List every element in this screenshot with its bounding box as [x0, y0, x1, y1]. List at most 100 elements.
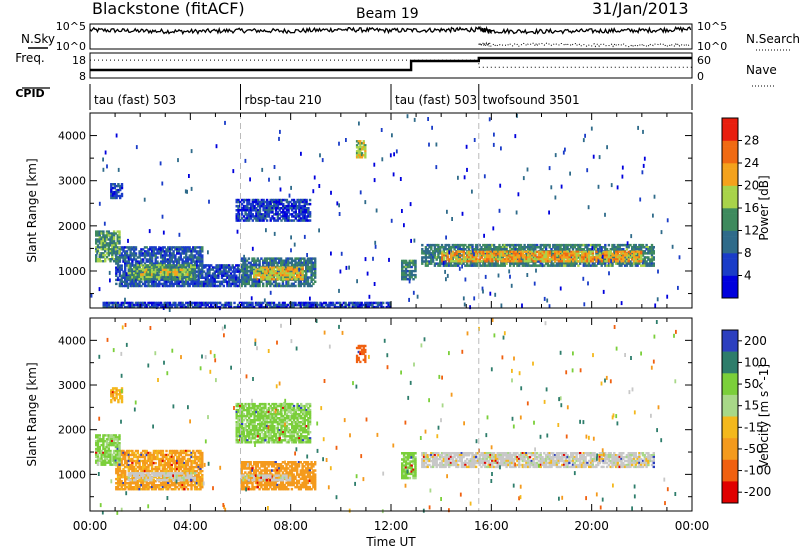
heat-cell [262, 202, 265, 206]
heat-cell [247, 280, 251, 283]
heat-cell [116, 480, 120, 483]
heat-cell [288, 301, 292, 305]
heat-cell [265, 202, 269, 206]
heat-cell [600, 260, 603, 263]
heat-cell [611, 264, 614, 267]
heat-cell [236, 264, 240, 267]
heat-cell [193, 246, 197, 249]
heat-cell [193, 264, 196, 267]
heat-cell [248, 209, 251, 212]
heat-cell [183, 248, 186, 251]
heat-cell [140, 250, 143, 253]
heat-cell [439, 264, 442, 267]
heat-cell [301, 301, 304, 305]
heat-cell [473, 260, 476, 263]
heat-cell [527, 254, 530, 257]
heat-cell [554, 252, 557, 255]
heat-cell [440, 262, 444, 265]
heat-cell [229, 276, 233, 279]
heat-cell [364, 152, 367, 155]
heat-cell [193, 248, 197, 251]
heat-cell [249, 215, 253, 218]
heat-cell [406, 265, 410, 269]
heat-cell [543, 256, 546, 259]
heat-cell [273, 202, 276, 206]
heat-cell [124, 246, 127, 249]
heat-cell [489, 260, 492, 263]
heat-cell [512, 262, 515, 265]
heat-cell [586, 252, 589, 255]
heat-cell [271, 217, 274, 220]
heat-cell [127, 248, 130, 251]
heat-cell [238, 284, 242, 288]
heat-cell [133, 305, 136, 309]
heat-cell [296, 215, 299, 218]
heat-cell [498, 248, 501, 251]
heat-cell [269, 202, 272, 206]
heat-cell [271, 263, 274, 267]
heat-cell [464, 243, 467, 247]
heat-cell [254, 278, 258, 281]
heat-cell [498, 243, 501, 247]
heat-cell [573, 254, 577, 257]
heat-cell [455, 246, 458, 249]
heat-cell [115, 488, 118, 491]
heat-cell [518, 260, 521, 263]
heat-cell [149, 256, 152, 259]
heat-cell [102, 256, 105, 259]
heat-cell [521, 250, 524, 253]
heat-cell [168, 282, 172, 286]
heat-cell [469, 243, 472, 247]
heat-cell [254, 276, 258, 279]
heat-cell [290, 274, 294, 277]
heat-cell [134, 248, 138, 251]
heat-cell [559, 256, 562, 259]
heat-cell [537, 256, 541, 259]
heat-cell [265, 282, 268, 286]
heat-cell [443, 256, 446, 259]
heat-cell [170, 278, 173, 281]
heat-speckle [144, 281, 147, 285]
heat-cell [281, 268, 285, 271]
heat-cell [242, 280, 245, 283]
heat-cell [609, 252, 612, 255]
heat-cell [113, 196, 116, 200]
heat-speckle [303, 234, 306, 239]
heat-cell [260, 219, 263, 222]
heat-cell [593, 262, 596, 265]
heat-cell [138, 252, 141, 255]
heat-cell [249, 202, 253, 206]
heat-cell [177, 246, 181, 249]
heat-cell [643, 256, 646, 259]
heat-cell [597, 250, 600, 253]
heat-cell [480, 252, 483, 255]
heat-cell [257, 198, 260, 202]
heat-cell [152, 248, 156, 251]
heat-cell [188, 258, 191, 261]
heat-cell [600, 258, 603, 261]
heat-cell [584, 246, 587, 249]
heat-cell [115, 467, 118, 471]
heat-cell [595, 243, 598, 247]
heat-cell [122, 272, 125, 275]
heat-cell [645, 246, 648, 249]
heat-cell [292, 278, 295, 281]
heat-cell [292, 215, 296, 218]
heat-cell [125, 282, 129, 286]
heat-cell [267, 301, 270, 305]
heat-cell [206, 276, 209, 279]
heat-cell [464, 252, 467, 255]
heat-cell [314, 301, 317, 305]
heat-cell [611, 262, 614, 265]
heat-cell [468, 252, 471, 255]
heat-cell [288, 278, 292, 281]
heat-cell [124, 268, 127, 271]
heat-cell [253, 261, 256, 265]
heat-cell [514, 262, 517, 265]
heat-cell [199, 303, 202, 307]
heat-cell [299, 259, 302, 262]
heat-cell [262, 207, 265, 210]
heat-cell [566, 262, 569, 265]
heat-cell [505, 246, 508, 249]
heat-cell [529, 250, 532, 253]
